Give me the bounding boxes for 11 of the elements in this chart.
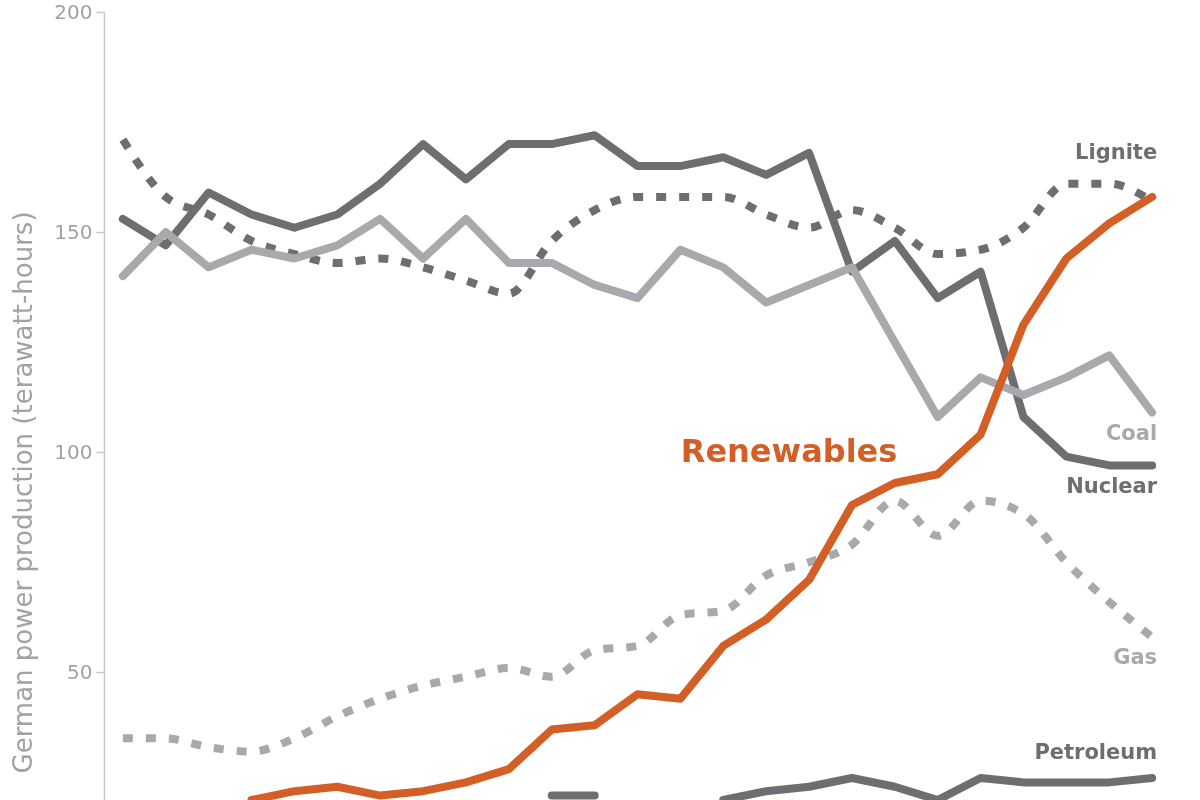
series-label: Coal bbox=[1105, 420, 1158, 445]
series-label: Petroleum bbox=[1034, 739, 1158, 764]
series-label: Gas bbox=[1113, 645, 1158, 670]
y-tick-label: 200 bbox=[54, 0, 93, 24]
series-label: Lignite bbox=[1075, 140, 1158, 165]
y-tick-label: 100 bbox=[54, 439, 93, 464]
y-tick-label: 150 bbox=[54, 219, 93, 244]
y-tick-label: 50 bbox=[67, 659, 93, 684]
y-axis-title: German power production (terawatt-hours) bbox=[7, 211, 38, 774]
series-label: Nuclear bbox=[1066, 474, 1158, 499]
series-label: Renewables bbox=[680, 431, 898, 470]
